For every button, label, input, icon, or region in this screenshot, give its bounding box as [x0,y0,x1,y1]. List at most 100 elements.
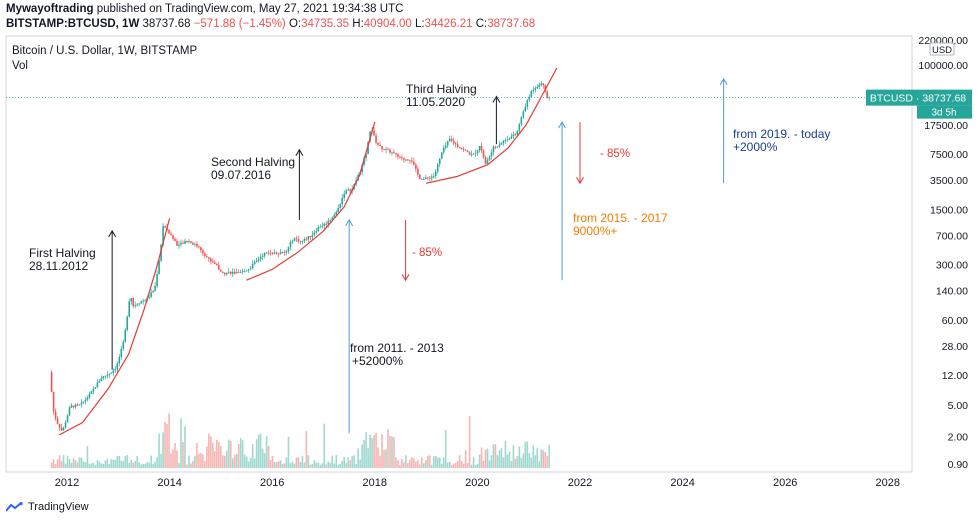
candle-body [458,146,461,149]
volume-bar [532,445,535,468]
candle-body [520,117,523,125]
candle-body [214,262,216,264]
volume-bar [357,448,359,468]
candle-body [58,423,61,428]
candle-body [265,252,268,254]
volume-bar [140,464,142,468]
volume-bar [399,464,401,468]
third-halving-arrow-head [492,95,501,103]
candle-body [78,404,81,406]
volume-bar [237,443,240,468]
candle-body [108,373,111,375]
volume-bar [347,457,349,468]
candle-body [349,189,351,192]
candle-body [347,189,349,191]
volume-bar [80,457,83,468]
candle-body [80,402,83,405]
volume-bar [216,439,218,468]
candle-body [180,242,182,245]
candle-body [192,242,194,245]
volume-bar [534,455,537,468]
volume-bar [86,445,89,468]
volume-bar [219,446,222,468]
candle-body [216,263,218,266]
tradingview-logo[interactable]: TradingView [6,501,89,513]
volume-bar [367,448,369,468]
candle-body [442,147,445,153]
volume-bar [440,463,443,468]
candle-body [530,91,533,97]
volume-bar [397,459,399,468]
second-halving-label: Second Halving [211,155,295,169]
volume-bar [425,460,427,468]
volume-bar [405,455,407,468]
candle-body [283,251,286,253]
volume-bar [138,462,140,468]
candle-body [333,214,336,218]
candle-body [428,177,431,179]
candle-body [373,130,375,136]
drawdown-arrow-2018-head [576,177,584,185]
candle-body [68,407,71,416]
candle-body [174,238,176,241]
candle-body [446,141,449,146]
volume-bar [82,461,85,468]
candle-body [502,140,505,144]
candle-body [345,190,347,194]
volume-bar [190,463,192,468]
volume-bar [58,455,61,468]
volume-bar [518,446,521,468]
volume-bar [279,460,282,468]
volume-bar [524,441,527,468]
volume-bar [64,463,67,468]
candle-body [514,134,517,136]
volume-bar [468,416,471,468]
volume-bar [102,463,105,468]
candle-body [427,177,429,179]
candle-body [534,88,537,91]
candle-body [247,269,250,271]
currency-label: USD [932,45,952,56]
candle-body [243,270,246,272]
candle-body [235,272,238,274]
volume-bar [349,460,351,468]
volume-bar [325,464,328,468]
candle-body [114,369,117,371]
y-tick-label: 17500.00 [924,120,968,132]
candle-body [448,138,451,142]
volume-bar [444,430,447,468]
candle-body [383,149,385,151]
candle-body [313,232,316,235]
candle-body [526,99,529,107]
volume-bar [333,463,336,468]
volume-bar [287,436,290,468]
volume-bar [158,433,160,468]
y-tick-label: 28.00 [942,341,968,353]
parabola-2019 [425,67,558,184]
author-name[interactable]: Mywayoftrading [6,3,94,15]
volume-bar [486,448,489,468]
candle-body [200,247,202,251]
candle-body [456,144,459,147]
volume-bar [341,460,344,468]
x-tick-label: 2012 [55,477,79,489]
candle-body [271,253,274,255]
candle-body [542,83,545,86]
y-tick-label: 60.00 [942,315,968,327]
volume-bar [253,458,256,468]
volume-bar [462,463,465,468]
volume-bar [132,462,135,468]
candle-body [444,145,447,148]
candle-body [186,241,188,243]
candle-body [239,272,242,273]
volume-bar [375,432,377,468]
y-tick-label: 3500.00 [930,175,968,187]
candle-body [52,391,55,412]
volume-bar [275,462,278,468]
x-tick-label: 2016 [260,477,284,489]
volume-bar [269,459,272,468]
candle-body [460,148,463,150]
candle-body [486,160,489,164]
